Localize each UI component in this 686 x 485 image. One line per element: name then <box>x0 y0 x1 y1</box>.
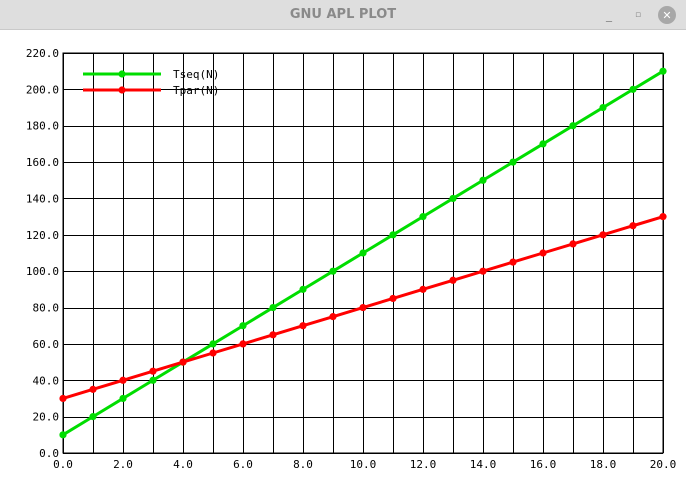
series-tparn <box>59 213 667 403</box>
data-point <box>149 367 157 375</box>
legend-marker <box>118 86 126 94</box>
close-icon[interactable]: ✕ <box>658 6 676 24</box>
data-point <box>329 267 337 275</box>
grid <box>62 52 664 454</box>
data-point <box>59 431 67 439</box>
y-tick-label: 220.0 <box>26 47 59 60</box>
y-tick-label: 180.0 <box>26 120 59 133</box>
data-point <box>419 213 427 221</box>
window-titlebar: GNU APL PLOT _ ▫ ✕ <box>0 0 686 30</box>
x-tick-label: 0.0 <box>53 458 73 471</box>
y-tick-label: 140.0 <box>26 192 59 205</box>
data-point <box>479 267 487 275</box>
y-tick-label: 20.0 <box>33 411 60 424</box>
data-point <box>269 303 277 312</box>
data-point <box>59 394 67 403</box>
x-tick-label: 8.0 <box>293 458 313 471</box>
data-point <box>629 85 637 93</box>
data-point <box>89 385 97 393</box>
data-point <box>209 340 217 348</box>
data-point <box>449 276 457 284</box>
y-tick-label: 40.0 <box>33 374 60 387</box>
data-point <box>299 322 307 330</box>
series-group <box>59 67 667 439</box>
data-point <box>329 313 337 321</box>
tick-labels: 0.0 2.0 4.0 6.0 8.0 10.0 12.0 14.0 16.0 18.0 20.0 0… <box>26 47 676 471</box>
plot-area: 0.0 2.0 4.0 6.0 8.0 10.0 12.0 14.0 16.0 18.0 20.0 0… <box>0 30 686 481</box>
minimize-icon[interactable]: _ <box>606 8 612 22</box>
data-point <box>599 103 607 112</box>
data-point <box>299 285 307 293</box>
data-point <box>659 213 667 221</box>
data-point <box>629 222 637 230</box>
data-point <box>389 294 397 303</box>
data-point <box>269 331 277 339</box>
data-point <box>179 358 187 366</box>
data-point <box>509 158 517 166</box>
data-point <box>659 67 667 75</box>
data-point <box>149 376 157 384</box>
data-point <box>119 394 127 403</box>
x-tick-label: 18.0 <box>590 458 617 471</box>
data-point <box>239 340 247 348</box>
x-tick-label: 12.0 <box>410 458 437 471</box>
data-point <box>359 303 367 312</box>
data-point <box>359 249 367 257</box>
x-tick-label: 20.0 <box>650 458 677 471</box>
x-tick-label: 6.0 <box>233 458 253 471</box>
data-point <box>599 231 607 239</box>
data-point <box>119 376 127 384</box>
line-chart: 0.0 2.0 4.0 6.0 8.0 10.0 12.0 14.0 16.0 18.0 20.0 0… <box>26 47 676 471</box>
y-tick-label: 80.0 <box>33 302 60 315</box>
y-tick-label: 100.0 <box>26 265 59 278</box>
data-point <box>539 249 547 257</box>
x-tick-label: 2.0 <box>113 458 133 471</box>
maximize-icon[interactable]: ▫ <box>634 10 642 20</box>
data-point <box>419 285 427 293</box>
x-tick-label: 14.0 <box>470 458 497 471</box>
data-point <box>569 240 577 248</box>
data-point <box>89 413 97 421</box>
data-point <box>479 176 487 184</box>
data-point <box>389 231 397 239</box>
data-point <box>239 322 247 330</box>
y-tick-label: 120.0 <box>26 229 59 242</box>
data-point <box>209 349 217 357</box>
window-title: GNU APL PLOT <box>289 7 397 22</box>
legend-label: Tpar(N) <box>173 84 219 97</box>
data-point <box>569 122 577 130</box>
data-point <box>509 258 517 266</box>
series-tseqn <box>59 67 667 439</box>
y-tick-label: 0.0 <box>39 447 59 460</box>
y-tick-label: 160.0 <box>26 156 59 169</box>
data-point <box>449 194 457 203</box>
x-tick-label: 16.0 <box>530 458 557 471</box>
x-tick-label: 10.0 <box>350 458 377 471</box>
legend-marker <box>118 70 126 78</box>
y-tick-label: 200.0 <box>26 83 59 96</box>
y-tick-label: 60.0 <box>33 338 60 351</box>
legend-label: Tseq(N) <box>173 68 219 81</box>
legend: Tseq(N) Tpar(N) <box>83 68 219 97</box>
x-tick-label: 4.0 <box>173 458 193 471</box>
data-point <box>539 140 547 148</box>
